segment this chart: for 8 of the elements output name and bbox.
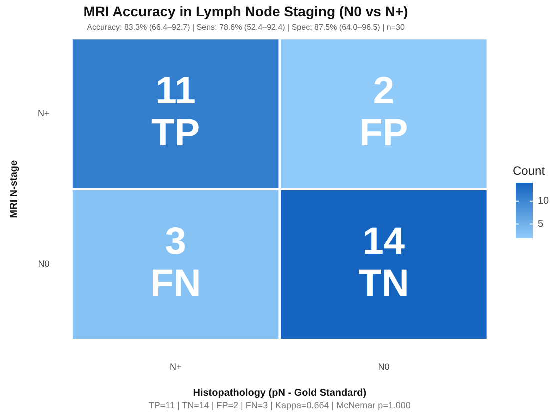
chart-title: MRI Accuracy in Lymph Node Staging (N0 vs N+)	[84, 3, 408, 20]
chart-subtitle: Accuracy: 83.3% (66.4–92.7) | Sens: 78.6% (52.4–92.4) | Spec: 87.5% (64.0–96.5) | n=30	[87, 22, 406, 32]
color-bar-label: 5	[538, 219, 544, 230]
text: TP=11 | TN=14 | FP=2 | FN=3 | Kappa=0.664 | McNemar p=1.000	[148, 400, 411, 410]
y-axis-title: MRI N-stage	[8, 160, 20, 218]
color-bar-title: Count	[513, 164, 546, 178]
color-bar-label: 10	[538, 196, 550, 208]
x-axis-title: Histopathology (pN - Gold Standard)	[193, 388, 367, 399]
